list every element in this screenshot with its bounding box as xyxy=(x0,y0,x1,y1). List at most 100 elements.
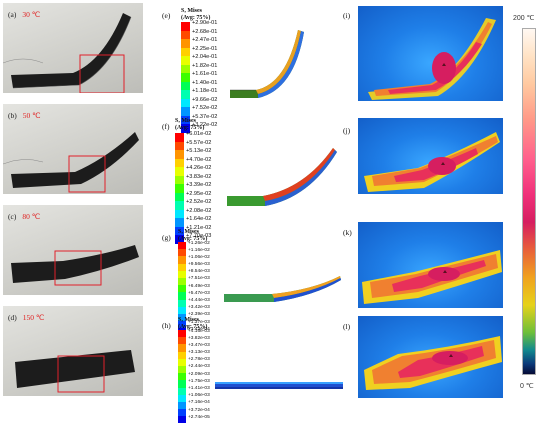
photo-label: (a) 30 ℃ xyxy=(8,10,41,19)
legend-value: +2.25e-01 xyxy=(192,45,218,52)
legend-swatch xyxy=(178,337,186,345)
legend-value: +3.47e-03 xyxy=(188,342,210,348)
legend-value: +1.18e-01 xyxy=(192,88,218,94)
legend-swatch xyxy=(178,270,186,278)
photo-panel-c: (c) 80 ℃ xyxy=(3,205,143,295)
legend-swatch xyxy=(181,90,190,99)
temperature-label: 30 ℃ xyxy=(22,10,41,19)
legend-value: +9.66e-02 xyxy=(192,96,218,103)
legend-value: +2.09e-03 xyxy=(188,371,210,377)
legend-swatch xyxy=(178,313,186,322)
stress-contour-bent-strip xyxy=(230,30,304,98)
legend-swatch xyxy=(178,401,186,410)
panel-label: (h) xyxy=(162,321,171,330)
legend-value: +9.56e-03 xyxy=(188,262,210,268)
legend-swatch xyxy=(181,47,190,56)
legend-swatch xyxy=(181,115,190,124)
legend-value: +2.52e-02 xyxy=(186,199,212,205)
legend-swatch xyxy=(181,30,190,39)
legend-value: +3.39e-02 xyxy=(186,182,212,188)
temperature-label: 50 ℃ xyxy=(22,111,41,120)
legend-value: +1.75e-03 xyxy=(188,378,210,384)
legend-value: +6.49e-03 xyxy=(188,283,210,289)
legend-value: +5.57e-02 xyxy=(186,139,212,146)
legend-swatch xyxy=(178,380,186,388)
legend-swatch xyxy=(175,218,184,227)
legend-swatch xyxy=(175,141,184,150)
legend-swatch xyxy=(175,235,184,244)
legend-swatch xyxy=(178,277,186,286)
photo-panel-a: (a) 30 ℃ xyxy=(3,3,143,93)
legend-value: +2.74e-05 xyxy=(188,414,210,420)
photo-label: (d) 150 ℃ xyxy=(8,313,45,322)
legend-value: +2.78e-03 xyxy=(188,357,210,363)
legend-value: +8.54e-03 xyxy=(188,269,210,275)
legend-swatch xyxy=(178,358,186,366)
legend-swatch xyxy=(181,124,190,133)
legend-value: +4.70e-02 xyxy=(186,156,212,163)
legend-swatch xyxy=(178,330,186,338)
legend-value: +4.16e-03 xyxy=(188,328,210,334)
legend-swatch xyxy=(178,256,186,264)
panel-label: (f) xyxy=(162,122,170,131)
legend-value: +1.82e-01 xyxy=(192,62,218,69)
legend-value: +1.41e-03 xyxy=(188,386,210,391)
legend-value: +1.06e-03 xyxy=(188,393,210,399)
temperature-label: 80 ℃ xyxy=(22,212,41,221)
panel-label: (l) xyxy=(343,322,351,331)
photo-label: (c) 80 ℃ xyxy=(8,212,41,221)
legend-value: +1.64e-02 xyxy=(186,216,212,222)
stress-contour-bent-strip xyxy=(227,148,337,206)
legend-value: +7.70e-03 xyxy=(186,233,212,239)
legend-swatch xyxy=(178,285,186,293)
legend-swatch xyxy=(175,209,184,218)
colorbar-max-label: 200 ℃ xyxy=(513,15,535,22)
legend-swatch xyxy=(178,409,186,417)
legend-value: +2.44e-03 xyxy=(188,364,210,370)
legend-swatch xyxy=(181,64,190,73)
photo-panel-d: (d) 150 ℃ xyxy=(3,306,143,396)
legend-value: +1.37e-03 xyxy=(188,319,210,325)
legend-swatch xyxy=(181,81,190,90)
bent-strip-photo xyxy=(3,13,132,93)
stress-contour-flat-strip xyxy=(215,382,343,389)
panel-label: (k) xyxy=(343,228,352,237)
legend-value: +5.13e-02 xyxy=(186,148,212,154)
mises-title: S, Mises (Avg: 75%) xyxy=(175,118,205,131)
legend-swatch xyxy=(175,175,184,184)
legend-swatch xyxy=(175,158,184,167)
legend-swatch xyxy=(175,167,184,176)
bent-strip-photo xyxy=(3,132,139,193)
legend-value: +1.06e-02 xyxy=(188,254,210,260)
legend-swatch xyxy=(175,184,184,193)
panel-label: (i) xyxy=(343,11,351,20)
legend-swatch xyxy=(178,306,186,314)
legend-value: +3.42e-03 xyxy=(188,305,210,311)
thermal-image xyxy=(358,6,503,101)
legend-value: +2.08e-02 xyxy=(186,207,212,214)
legend-swatch xyxy=(178,351,186,359)
legend-value: +3.82e-03 xyxy=(188,335,210,341)
legend-value: +7.16e-04 xyxy=(188,400,210,406)
legend-value: +1.26e-02 xyxy=(188,240,210,246)
legend-value: +1.61e-01 xyxy=(192,71,218,77)
legend-swatch xyxy=(178,242,186,250)
legend-swatch xyxy=(178,416,186,423)
temperature-colorbar xyxy=(522,28,536,375)
legend-swatch xyxy=(175,201,184,210)
legend-value: +2.04e-01 xyxy=(192,54,218,60)
legend-swatch xyxy=(175,226,184,235)
mises-title: S, Mises (Avg: 75%) xyxy=(178,229,208,242)
flat-strip-photo xyxy=(15,350,135,393)
legend-value: +2.90e-01 xyxy=(192,20,218,26)
legend-value: +4.26e-02 xyxy=(186,165,212,171)
photo-label: (b) 50 ℃ xyxy=(8,111,41,120)
legend-swatch xyxy=(178,387,186,395)
legend-value: +2.68e-01 xyxy=(192,28,218,35)
legend-swatch xyxy=(178,249,186,257)
panel-label: (g) xyxy=(162,233,171,242)
legend-value: +7.51e-03 xyxy=(188,276,210,282)
legend-swatch xyxy=(175,133,184,142)
legend-value: +2.95e-02 xyxy=(186,190,212,197)
photo-panel-b: (b) 50 ℃ xyxy=(3,104,143,194)
